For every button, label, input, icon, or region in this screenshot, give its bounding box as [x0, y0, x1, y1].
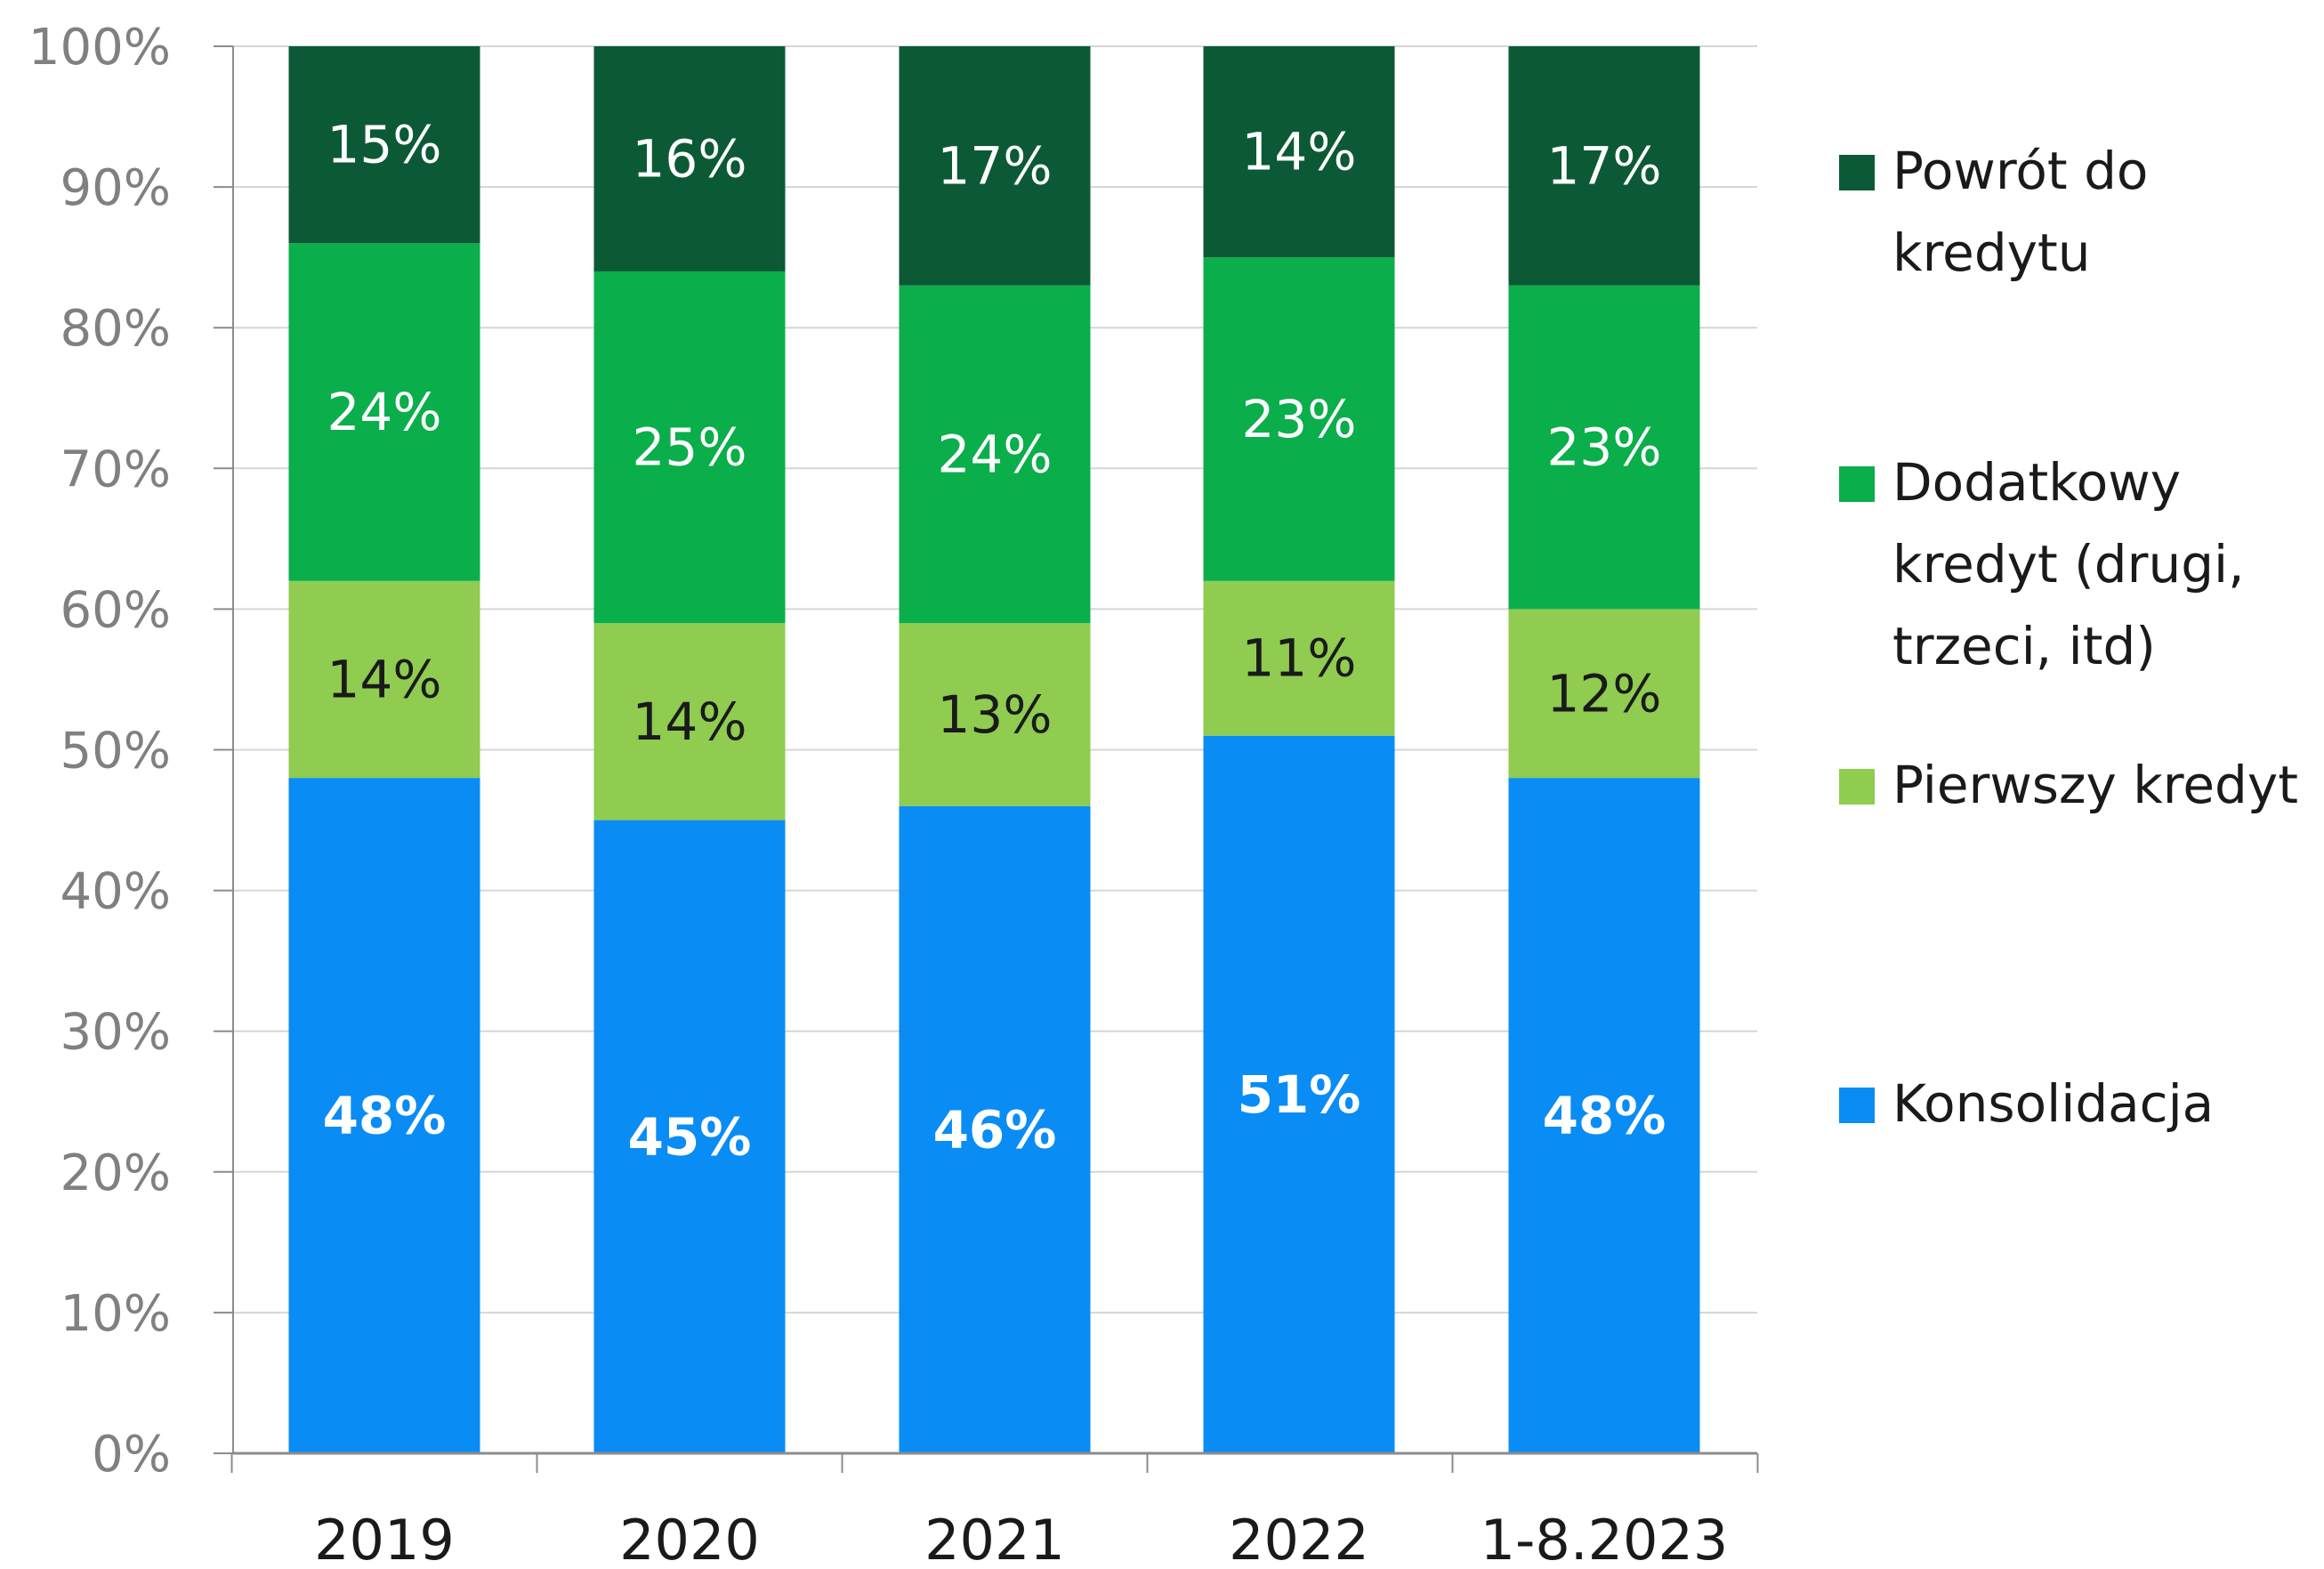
data-label: 24%	[938, 424, 1053, 484]
bar-segment	[899, 285, 1091, 624]
bar-segment	[288, 46, 480, 244]
y-tick-label: 60%	[61, 581, 171, 639]
legend: Powrót do kredytu Dodatkowy kredyt (drugi, t…	[1839, 141, 2298, 1134]
y-tick-label: 20%	[61, 1144, 171, 1202]
legend-label: Pierwszy kredyt	[1892, 755, 2298, 815]
data-labels: 48% 14% 24% 15% 45% 14% 25% 16% 46% 13% 24% 17% 51% 1…	[323, 115, 1666, 1168]
data-label: 13%	[938, 684, 1053, 745]
data-label: 17%	[938, 135, 1053, 196]
y-tick-label: 50%	[61, 723, 171, 780]
data-label: 14%	[327, 649, 442, 709]
legend-label: Dodatkowy	[1892, 452, 2181, 513]
legend-swatch	[1839, 466, 1875, 502]
bar-segment	[899, 623, 1091, 806]
data-label: 15%	[327, 115, 442, 175]
bar-segment	[593, 820, 786, 1453]
bar-segment	[288, 778, 480, 1453]
y-axis-tick-labels: 0% 10% 20% 30% 40% 50% 60% 70% 80% 90% 100%	[28, 19, 233, 1484]
data-label: 12%	[1547, 663, 1662, 724]
data-label: 46%	[933, 1099, 1057, 1160]
y-tick-label: 10%	[61, 1285, 171, 1343]
legend-label: kredytu	[1892, 222, 2090, 283]
x-tick-label: 2022	[1229, 1508, 1369, 1565]
legend-label: Powrót do	[1892, 141, 2148, 201]
data-label: 48%	[323, 1086, 447, 1146]
bar-segment	[1203, 735, 1395, 1453]
data-label: 14%	[1242, 122, 1357, 182]
data-label: 45%	[628, 1106, 752, 1167]
legend-label: trzeci, itd)	[1892, 616, 2156, 676]
y-tick-label: 70%	[61, 441, 171, 498]
data-label: 51%	[1238, 1064, 1361, 1125]
bar-segment	[593, 623, 786, 821]
y-tick-label: 90%	[61, 159, 171, 217]
bar-segment	[899, 805, 1091, 1453]
x-tick-label: 2019	[314, 1508, 455, 1565]
bar-segment	[1508, 285, 1700, 610]
bar-segment	[1203, 580, 1395, 736]
x-axis-ticks: 2019 2020 2021 2022 1-8.2023	[230, 1453, 1759, 1569]
legend-swatch	[1839, 155, 1875, 190]
legend-label: kredyt (drugi,	[1892, 534, 2245, 594]
y-tick-label: 0%	[92, 1426, 171, 1484]
data-label: 25%	[633, 417, 747, 478]
legend-item: Dodatkowy kredyt (drugi, trzeci, itd)	[1839, 452, 2245, 676]
data-label: 14%	[633, 691, 747, 752]
data-label: 11%	[1242, 628, 1357, 689]
bar-segment	[1203, 257, 1395, 581]
y-tick-label: 80%	[61, 300, 171, 358]
data-label: 16%	[633, 128, 747, 189]
legend-item: Konsolidacja	[1839, 1073, 2214, 1134]
data-label: 23%	[1547, 417, 1662, 478]
x-tick-label: 2021	[924, 1508, 1065, 1565]
y-tick-label: 40%	[61, 863, 171, 921]
bar-segment	[288, 580, 480, 779]
bar-segment	[593, 271, 786, 624]
legend-swatch	[1839, 1088, 1875, 1123]
y-tick-label: 100%	[28, 19, 171, 77]
legend-item: Pierwszy kredyt	[1839, 755, 2298, 815]
bar-segment	[1203, 46, 1395, 258]
legend-swatch	[1839, 769, 1875, 805]
y-tick-label: 30%	[61, 1004, 171, 1062]
data-label: 48%	[1543, 1086, 1666, 1146]
data-label: 23%	[1242, 389, 1357, 449]
legend-label: Konsolidacja	[1892, 1073, 2214, 1134]
bar-segment	[1508, 778, 1700, 1453]
bar-stacks	[288, 46, 1700, 1453]
x-tick-label: 1-8.2023	[1481, 1508, 1729, 1565]
bar-segment	[593, 46, 786, 271]
x-tick-label: 2020	[619, 1508, 760, 1565]
legend-item: Powrót do kredytu	[1839, 141, 2148, 283]
data-label: 17%	[1547, 135, 1662, 196]
bar-segment	[899, 46, 1091, 286]
bar-segment	[288, 243, 480, 581]
data-label: 24%	[327, 382, 442, 442]
bar-segment	[1508, 46, 1700, 286]
bar-segment	[1508, 609, 1700, 779]
